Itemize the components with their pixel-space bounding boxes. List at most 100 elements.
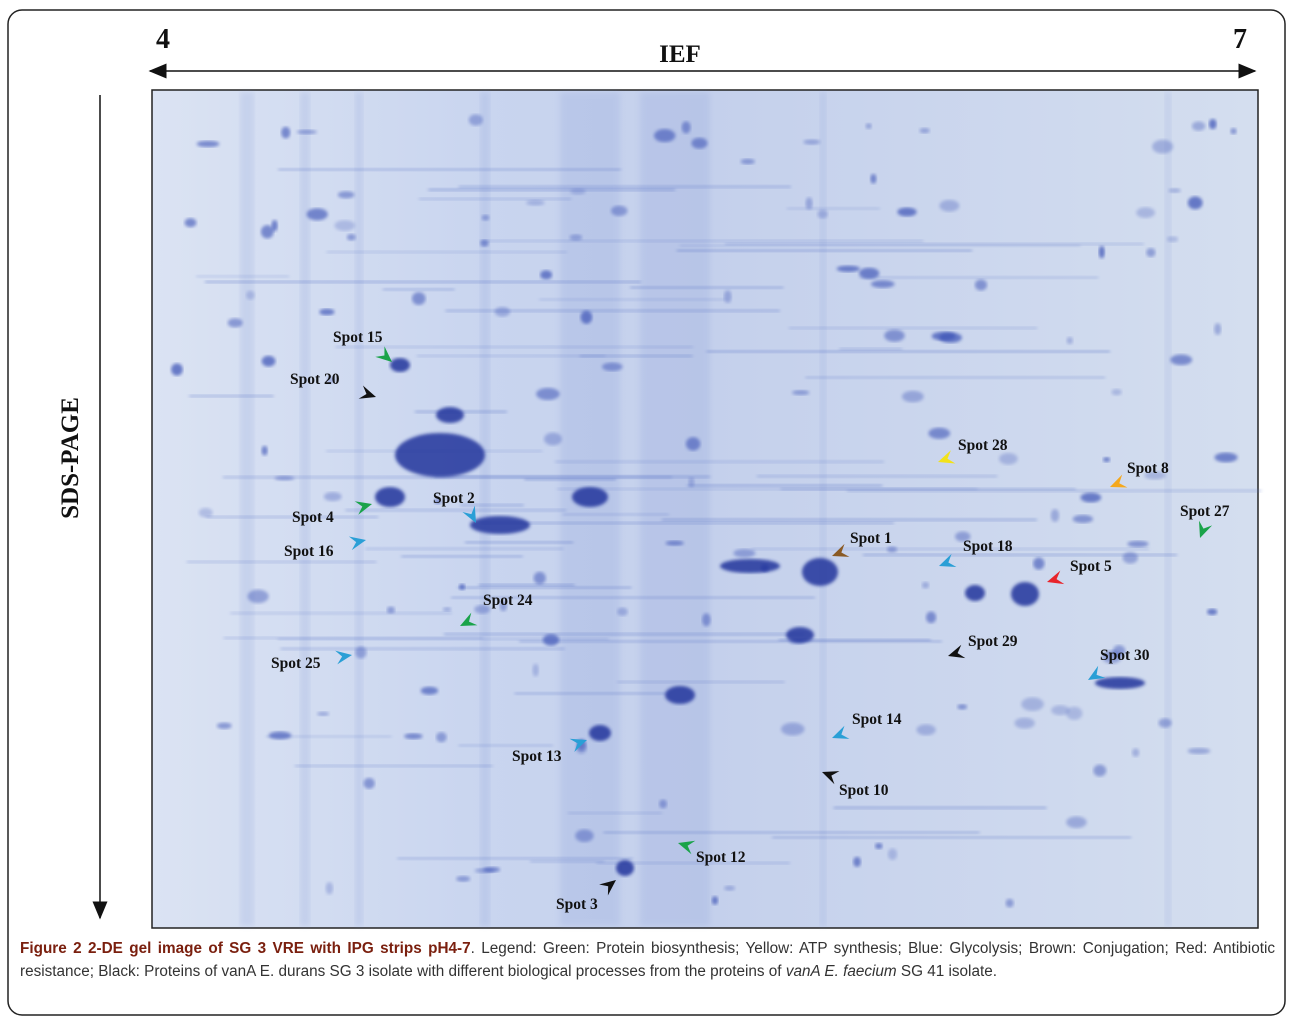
spot-blob <box>691 137 708 149</box>
spot-blob <box>474 868 495 874</box>
band <box>524 477 616 481</box>
spot-blob <box>375 487 405 507</box>
spot-label: Spot 8 <box>1127 460 1169 477</box>
spot-blob <box>337 191 355 199</box>
spot-blob <box>939 199 960 212</box>
band <box>557 487 978 491</box>
spot-blob <box>268 731 292 740</box>
band <box>596 861 790 865</box>
spot-blob <box>533 571 546 585</box>
band <box>567 811 662 815</box>
streak <box>1165 92 1171 926</box>
spot-blob <box>1122 551 1138 564</box>
spot-blob <box>740 158 755 165</box>
spot-blob <box>420 686 439 695</box>
ph-start: 4 <box>156 24 170 55</box>
spot-blob <box>1066 816 1087 829</box>
spot-blob <box>1011 582 1039 606</box>
spot-blob <box>1187 196 1203 210</box>
band <box>480 239 924 243</box>
band <box>687 484 883 488</box>
band <box>196 274 289 278</box>
spot-blob <box>1152 139 1174 154</box>
band <box>519 639 942 643</box>
spot-blob <box>1102 650 1122 664</box>
spot-blob <box>434 498 442 505</box>
spot-arrow <box>939 553 957 568</box>
spot-blob <box>886 546 898 553</box>
band <box>772 835 1132 839</box>
band <box>786 207 880 211</box>
streak <box>820 92 826 926</box>
spot-blob <box>1158 718 1172 728</box>
band <box>205 280 641 284</box>
spot-blob <box>870 173 877 184</box>
spot-blob <box>316 711 330 716</box>
spot-blob <box>544 432 562 446</box>
spot-arrow <box>569 738 587 752</box>
spot-arrow <box>354 501 372 515</box>
band <box>458 185 791 189</box>
spot-blob <box>921 581 930 589</box>
caption: Figure 2 2-DE gel image of SG 3 VRE with… <box>20 937 1275 983</box>
spot-blob <box>589 725 611 741</box>
spot-blob <box>1146 247 1156 258</box>
spot-blob <box>526 199 545 206</box>
spot-blob <box>781 722 805 736</box>
spot-blob <box>346 233 356 241</box>
spot-blob <box>536 387 560 401</box>
spot-blob <box>616 860 634 876</box>
spot-blob <box>499 601 507 612</box>
spot-blob <box>887 848 898 860</box>
spot-blob <box>617 607 628 616</box>
spot-blob <box>1098 245 1105 259</box>
band <box>859 276 1099 280</box>
spot-blob <box>653 129 676 143</box>
spot-blob <box>456 875 471 882</box>
spot-blob <box>271 219 278 232</box>
ph-end: 7 <box>1233 24 1247 55</box>
spot-blob <box>216 722 232 729</box>
spot-blob <box>859 267 880 279</box>
spot-blob <box>611 205 628 217</box>
spot-arrow <box>678 840 696 855</box>
band <box>335 345 693 349</box>
spot-blob <box>319 308 335 316</box>
band <box>460 503 524 507</box>
spot-label: Spot 3 <box>556 896 598 913</box>
spot-arrow <box>1198 520 1213 538</box>
spot-blob <box>681 121 691 134</box>
spot-blob <box>786 627 814 643</box>
x-label: IEF <box>659 41 701 68</box>
band <box>756 474 998 478</box>
band <box>514 691 667 695</box>
spot-label: Spot 5 <box>1070 558 1112 575</box>
spot-blob <box>540 270 553 280</box>
band <box>805 376 1106 380</box>
spot-blob <box>688 477 695 488</box>
band <box>603 830 980 834</box>
spot-blob <box>817 209 828 219</box>
spot-arrow <box>335 650 352 665</box>
spot-blob <box>532 663 539 677</box>
spot-blob <box>1230 128 1237 135</box>
band <box>679 244 1081 248</box>
band <box>416 354 606 358</box>
spot-blob <box>928 427 951 439</box>
spot-blob <box>1208 118 1217 130</box>
spot-blob <box>1050 508 1060 522</box>
spot-blob <box>916 724 936 736</box>
band <box>365 547 564 551</box>
caption-title: 2-DE gel image of SG 3 VRE with IPG stri… <box>88 940 471 957</box>
spot-blob <box>261 445 268 456</box>
band <box>562 512 669 516</box>
spot-arrow <box>375 346 392 362</box>
spot-blob <box>569 234 583 241</box>
spot-blob <box>459 583 466 591</box>
spot-blob <box>325 882 334 895</box>
spot-blob <box>723 885 736 891</box>
band <box>189 394 274 398</box>
band <box>457 586 632 590</box>
spot-arrow <box>822 771 840 785</box>
